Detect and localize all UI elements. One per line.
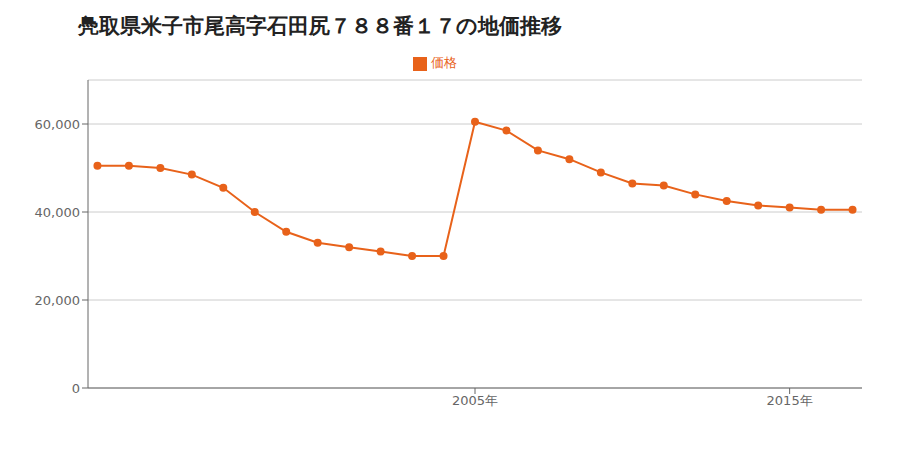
html-text:鳧取県米子市尾高字石田尻７８８番１７の地価推移: 鳧取県米子市尾高字石田尻７８８番１７の地価推移 — [78, 14, 562, 38]
svg-text:60,000: 60,000 — [35, 117, 81, 132]
svg-text:40,000: 40,000 — [35, 205, 81, 220]
svg-text:0: 0 — [72, 381, 80, 396]
html-text:価格: 価格 — [431, 55, 457, 70]
svg-text:20,000: 20,000 — [35, 293, 81, 308]
svg-text:2005年: 2005年 — [452, 393, 498, 408]
svg-text:2015年: 2015年 — [767, 393, 813, 408]
